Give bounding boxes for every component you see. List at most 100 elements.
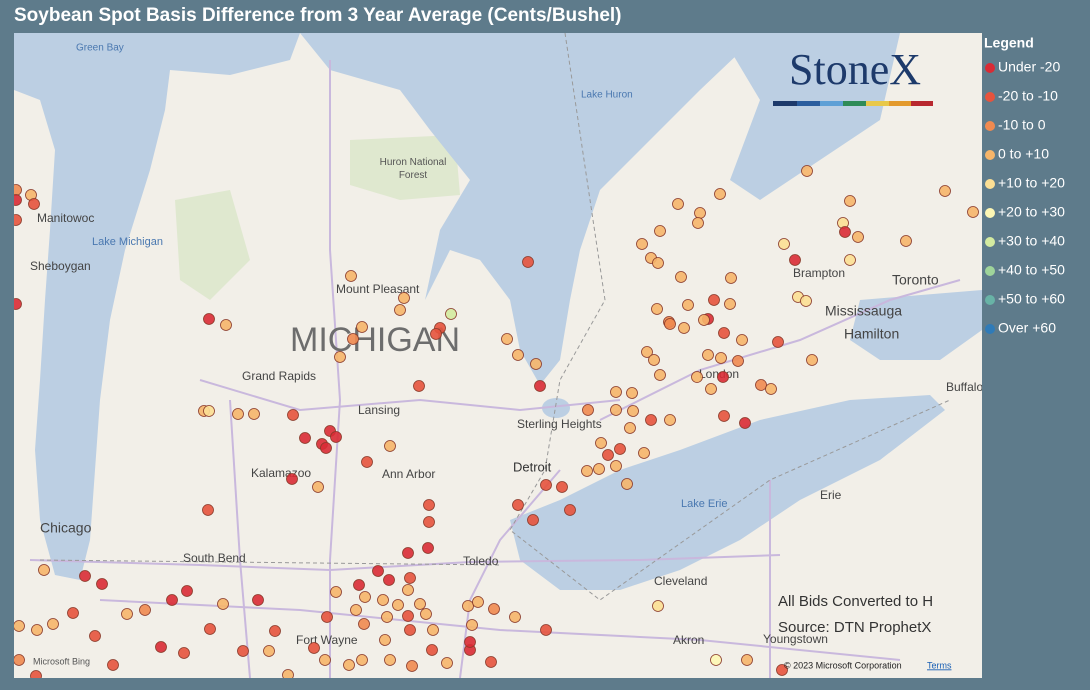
site-marker[interactable] <box>383 574 395 586</box>
site-marker[interactable] <box>372 565 384 577</box>
site-marker[interactable] <box>718 327 730 339</box>
legend-label[interactable]: +40 to +50 <box>998 262 1065 278</box>
site-marker[interactable] <box>269 625 281 637</box>
site-marker[interactable] <box>38 564 50 576</box>
site-marker[interactable] <box>678 322 690 334</box>
site-marker[interactable] <box>556 481 568 493</box>
site-marker[interactable] <box>178 647 190 659</box>
legend-label[interactable]: +20 to +30 <box>998 204 1065 220</box>
site-marker[interactable] <box>636 238 648 250</box>
site-marker[interactable] <box>472 596 484 608</box>
legend-label[interactable]: Over +60 <box>998 320 1056 336</box>
site-marker[interactable] <box>672 198 684 210</box>
site-marker[interactable] <box>522 256 534 268</box>
site-marker[interactable] <box>356 321 368 333</box>
legend-label[interactable]: -20 to -10 <box>998 88 1058 104</box>
site-marker[interactable] <box>717 371 729 383</box>
site-marker[interactable] <box>732 355 744 367</box>
site-marker[interactable] <box>593 463 605 475</box>
site-marker[interactable] <box>755 379 767 391</box>
site-marker[interactable] <box>624 422 636 434</box>
site-marker[interactable] <box>347 333 359 345</box>
site-marker[interactable] <box>692 217 704 229</box>
legend-label[interactable]: -10 to 0 <box>998 117 1046 133</box>
site-marker[interactable] <box>702 349 714 361</box>
site-marker[interactable] <box>776 664 788 676</box>
site-marker[interactable] <box>139 604 151 616</box>
site-marker[interactable] <box>939 185 951 197</box>
site-marker[interactable] <box>675 271 687 283</box>
site-marker[interactable] <box>217 598 229 610</box>
legend-label[interactable]: +10 to +20 <box>998 175 1065 191</box>
legend-label[interactable]: +30 to +40 <box>998 233 1065 249</box>
legend-label[interactable]: Under -20 <box>998 59 1060 75</box>
site-marker[interactable] <box>321 611 333 623</box>
site-marker[interactable] <box>402 610 414 622</box>
site-marker[interactable] <box>739 417 751 429</box>
site-marker[interactable] <box>420 608 432 620</box>
site-marker[interactable] <box>353 579 365 591</box>
site-marker[interactable] <box>445 308 457 320</box>
site-marker[interactable] <box>204 623 216 635</box>
site-marker[interactable] <box>96 578 108 590</box>
site-marker[interactable] <box>350 604 362 616</box>
site-marker[interactable] <box>509 611 521 623</box>
site-marker[interactable] <box>967 206 979 218</box>
site-marker[interactable] <box>402 547 414 559</box>
site-marker[interactable] <box>654 369 666 381</box>
site-marker[interactable] <box>621 478 633 490</box>
site-marker[interactable] <box>11 184 22 196</box>
site-marker[interactable] <box>220 319 232 331</box>
site-marker[interactable] <box>512 499 524 511</box>
site-marker[interactable] <box>343 659 355 671</box>
site-marker[interactable] <box>379 634 391 646</box>
terms-link[interactable]: Terms <box>927 660 952 670</box>
site-marker[interactable] <box>282 669 294 681</box>
site-marker[interactable] <box>710 654 722 666</box>
site-marker[interactable] <box>263 645 275 657</box>
site-marker[interactable] <box>714 188 726 200</box>
site-marker[interactable] <box>345 270 357 282</box>
site-marker[interactable] <box>654 225 666 237</box>
site-marker[interactable] <box>392 599 404 611</box>
site-marker[interactable] <box>414 598 426 610</box>
site-marker[interactable] <box>330 431 342 443</box>
site-marker[interactable] <box>564 504 576 516</box>
site-marker[interactable] <box>155 641 167 653</box>
site-marker[interactable] <box>286 473 298 485</box>
site-marker[interactable] <box>534 380 546 392</box>
site-marker[interactable] <box>648 354 660 366</box>
site-marker[interactable] <box>312 481 324 493</box>
site-marker[interactable] <box>422 542 434 554</box>
site-marker[interactable] <box>512 349 524 361</box>
site-marker[interactable] <box>651 303 663 315</box>
site-marker[interactable] <box>610 460 622 472</box>
site-marker[interactable] <box>202 504 214 516</box>
site-marker[interactable] <box>107 659 119 671</box>
site-marker[interactable] <box>320 442 332 454</box>
site-marker[interactable] <box>708 294 720 306</box>
site-marker[interactable] <box>79 570 91 582</box>
site-marker[interactable] <box>166 594 178 606</box>
site-marker[interactable] <box>377 594 389 606</box>
site-marker[interactable] <box>641 346 653 358</box>
site-marker[interactable] <box>11 214 22 226</box>
site-marker[interactable] <box>582 404 594 416</box>
site-marker[interactable] <box>334 351 346 363</box>
site-marker[interactable] <box>741 654 753 666</box>
site-marker[interactable] <box>765 383 777 395</box>
site-marker[interactable] <box>501 333 513 345</box>
site-marker[interactable] <box>715 352 727 364</box>
site-marker[interactable] <box>464 636 476 648</box>
site-marker[interactable] <box>14 654 25 666</box>
site-marker[interactable] <box>404 572 416 584</box>
site-marker[interactable] <box>602 449 614 461</box>
site-marker[interactable] <box>384 654 396 666</box>
site-marker[interactable] <box>299 432 311 444</box>
site-marker[interactable] <box>724 298 736 310</box>
legend-label[interactable]: +50 to +60 <box>998 291 1065 307</box>
site-marker[interactable] <box>232 408 244 420</box>
site-marker[interactable] <box>839 226 851 238</box>
site-marker[interactable] <box>381 611 393 623</box>
site-marker[interactable] <box>530 358 542 370</box>
